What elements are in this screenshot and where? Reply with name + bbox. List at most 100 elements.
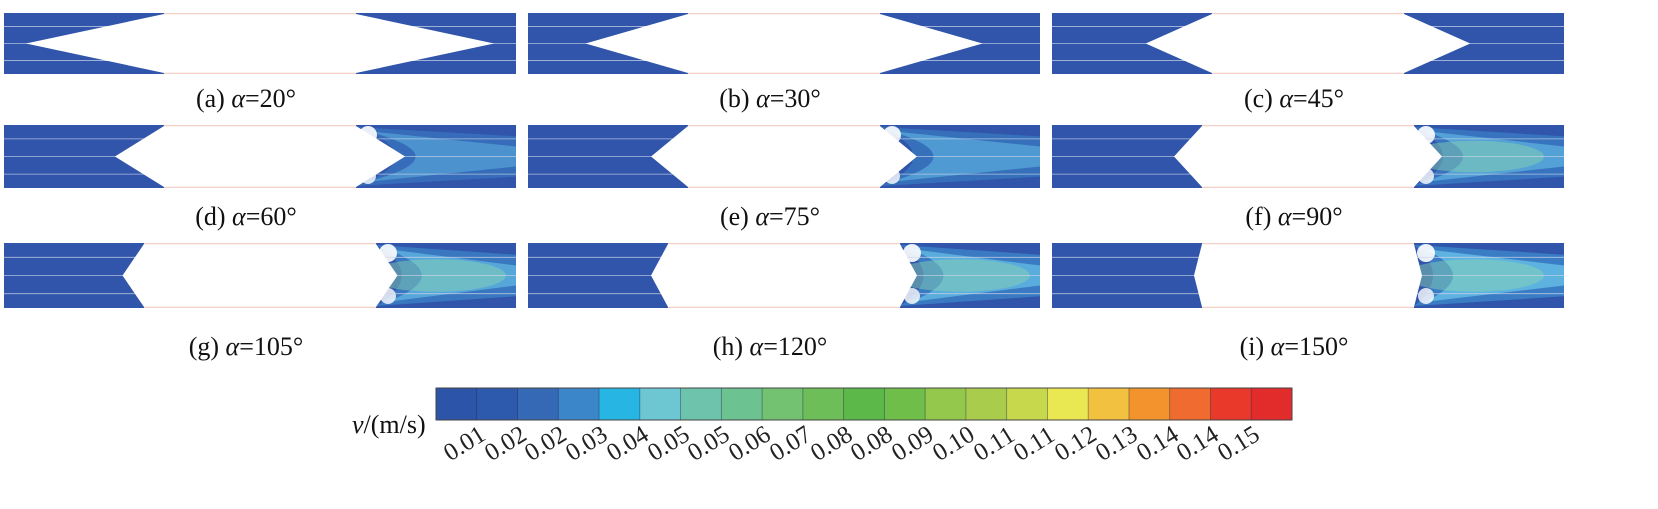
colorbar-unit: /(m/s) <box>363 410 426 439</box>
panel-caption-a: (a) α=20° <box>0 84 516 114</box>
caption-symbol: α <box>231 84 245 113</box>
caption-symbol: α <box>1277 202 1292 231</box>
contour-panel-a <box>4 13 516 74</box>
colorbar-swatch <box>1210 388 1252 420</box>
colorbar-tick-label: 0.10 <box>927 420 980 467</box>
colorbar-swatch <box>1251 388 1293 420</box>
panel-caption-d: (d) α=60° <box>0 202 516 232</box>
colorbar-swatch <box>1006 388 1048 420</box>
caption-letter: (g) <box>188 332 226 361</box>
caption-symbol: α <box>756 84 770 113</box>
colorbar-tick-label: 0.08 <box>805 420 858 467</box>
contour-panel-b <box>528 13 1040 74</box>
colorbar-tick-label: 0.08 <box>846 420 898 467</box>
colorbar-swatch <box>1047 388 1089 420</box>
contour-panel-h <box>528 243 1040 308</box>
caption-value: =120° <box>763 332 828 361</box>
colorbar-symbol: v <box>352 410 364 439</box>
obstacle-body <box>585 14 983 73</box>
colorbar-tick-label: 0.05 <box>683 420 735 467</box>
colorbar-label: v/(m/s) <box>352 410 426 440</box>
caption-letter: (f) <box>1245 202 1278 231</box>
colorbar-swatch <box>762 388 804 420</box>
panel-caption-b: (b) α=30° <box>500 84 1040 114</box>
caption-symbol: α <box>1279 84 1293 113</box>
colorbar-tick-label: 0.05 <box>642 420 694 467</box>
panel-caption-e: (e) α=75° <box>500 202 1040 232</box>
caption-letter: (b) <box>719 84 757 113</box>
obstacle-body <box>1174 126 1442 187</box>
caption-value: =45° <box>1292 84 1345 113</box>
colorbar-swatch <box>517 388 559 420</box>
obstacle-body <box>651 244 917 307</box>
obstacle-body <box>651 126 917 187</box>
wake-region <box>1404 244 1564 306</box>
colorbar-tick-label: 0.07 <box>764 420 817 467</box>
colorbar-tick-label: 0.14 <box>1172 420 1224 467</box>
colorbar-swatch <box>476 388 519 420</box>
contour-panel-c <box>1052 13 1564 74</box>
colorbar-tick-label: 0.15 <box>1213 420 1265 467</box>
colorbar-swatch <box>802 388 845 420</box>
contour-panel-e <box>528 125 1040 188</box>
caption-letter: (h) <box>712 332 750 361</box>
caption-symbol: α <box>225 332 240 361</box>
caption-value: =75° <box>768 202 821 231</box>
caption-value: =30° <box>769 84 821 113</box>
obstacle-body <box>114 126 406 187</box>
contour-panel-i <box>1052 243 1564 308</box>
contour-panel-f <box>1052 125 1564 188</box>
caption-symbol: α <box>1270 332 1285 361</box>
caption-letter: (a) <box>195 84 232 113</box>
colorbar-tick-label: 0.04 <box>601 420 654 467</box>
colorbar-swatch <box>1128 388 1171 420</box>
panel-caption-h: (h) α=120° <box>500 332 1040 362</box>
contour-panel-d <box>4 125 516 188</box>
caption-letter: (d) <box>195 202 233 231</box>
colorbar-swatch <box>680 388 722 420</box>
colorbar-tick-label: 0.02 <box>479 420 531 467</box>
colorbar-tick-label: 0.11 <box>968 421 1020 467</box>
colorbar-tick-label: 0.01 <box>438 420 491 467</box>
colorbar-swatch <box>639 388 682 420</box>
panel-caption-f: (f) α=90° <box>1024 202 1564 232</box>
caption-letter: (c) <box>1243 84 1280 113</box>
caption-value: =60° <box>245 202 297 231</box>
panel-caption-i: (i) α=150° <box>1024 332 1564 362</box>
panel-caption-c: (c) α=45° <box>1024 84 1564 114</box>
colorbar-swatch <box>843 388 885 420</box>
colorbar-swatch <box>721 388 763 420</box>
caption-symbol: α <box>232 202 246 231</box>
caption-letter: (e) <box>719 202 756 231</box>
colorbar-tick-label: 0.09 <box>887 420 939 467</box>
caption-value: =90° <box>1291 202 1343 231</box>
contour-panel-g <box>4 243 516 308</box>
caption-symbol: α <box>749 332 764 361</box>
colorbar-tick-label: 0.14 <box>1131 420 1184 467</box>
colorbar-swatch <box>965 388 1008 420</box>
caption-symbol: α <box>755 202 769 231</box>
colorbar-swatch <box>1169 388 1211 420</box>
colorbar-swatch <box>884 388 926 420</box>
obstacle-body <box>1194 244 1422 307</box>
colorbar-swatch <box>436 388 478 420</box>
panel-caption-g: (g) α=105° <box>0 332 516 362</box>
colorbar-swatch <box>1088 388 1130 420</box>
caption-letter: (i) <box>1239 332 1271 361</box>
colorbar-tick-label: 0.12 <box>1050 420 1102 467</box>
obstacle-body <box>122 244 398 307</box>
obstacle-body <box>1145 14 1471 73</box>
colorbar-frame <box>435 387 1293 421</box>
colorbar-tick-label: 0.06 <box>724 420 776 467</box>
colorbar-tick-label: 0.13 <box>1090 420 1143 467</box>
obstacle-body <box>26 14 494 73</box>
colorbar-swatch <box>558 388 600 420</box>
caption-value: =20° <box>244 84 297 113</box>
colorbar-swatch <box>925 388 967 420</box>
colorbar-swatch <box>599 388 641 420</box>
caption-value: =105° <box>239 332 304 361</box>
caption-value: =150° <box>1284 332 1349 361</box>
colorbar-tick-label: 0.11 <box>1009 421 1061 467</box>
colorbar-tick-label: 0.03 <box>561 420 613 467</box>
